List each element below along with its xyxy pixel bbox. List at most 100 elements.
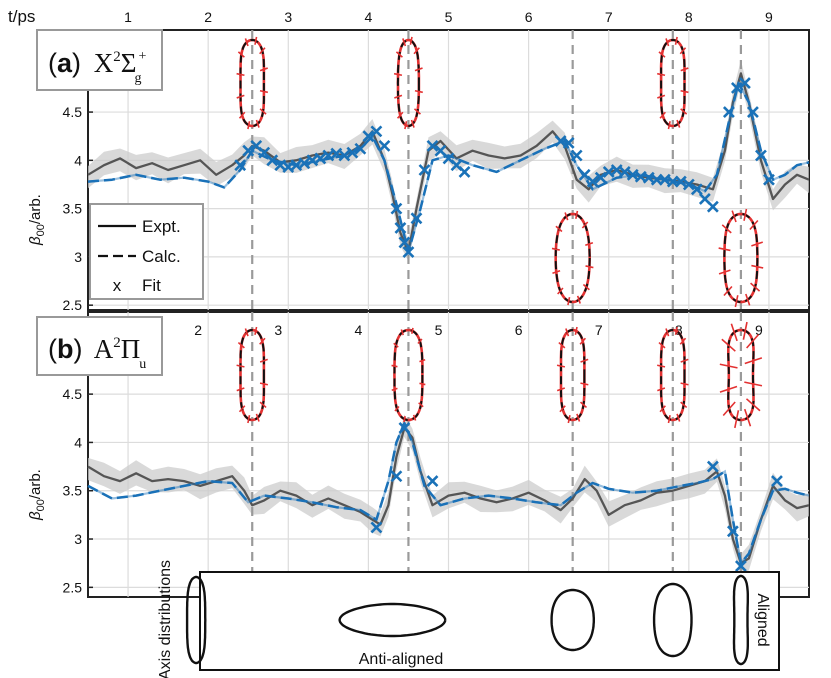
polar-plot-b-1	[236, 326, 269, 424]
legend-fit-label: Fit	[142, 276, 161, 295]
aligned-label: Aligned	[754, 593, 771, 646]
panel-b-x-tick-4: 4	[354, 322, 362, 338]
fit-point-39	[618, 166, 631, 178]
panel-b-label-box	[36, 316, 163, 376]
panel-a-band	[88, 60, 809, 261]
y-tick-4: 4	[74, 152, 82, 168]
panel-b-label: (b) A2Πu	[48, 334, 146, 372]
polar-plot-a-2	[393, 36, 423, 130]
fit-point-53	[738, 77, 751, 90]
axis-distributions-side-label: Axis distributions	[157, 560, 174, 678]
fit-point-46	[674, 175, 687, 188]
top-tick-6: 6	[525, 9, 533, 25]
legend: Expt. Calc. x Fit	[89, 203, 204, 300]
fit-point-1	[370, 521, 383, 534]
legend-fit-marker: x	[113, 276, 122, 295]
top-tick-8: 8	[685, 9, 693, 25]
fit-point-4	[426, 475, 439, 487]
series-fit-curve	[87, 80, 810, 257]
fit-point-56	[763, 173, 775, 186]
panel-b: 2.5 3 3.5 4 4.5 2 3 4 5 6 7 8 9 (b) A2Πu	[36, 311, 810, 598]
fit-point-23	[402, 246, 415, 258]
panel-b-series	[87, 420, 810, 573]
fit-point-50	[706, 200, 719, 213]
y-tick-3: 3	[74, 249, 82, 265]
series-fit-curve	[87, 420, 810, 566]
fit-point-9	[298, 157, 311, 170]
fit-point-15	[346, 146, 359, 159]
top-tick-9: 9	[765, 9, 773, 25]
panel-b-x-tick-3: 3	[274, 322, 282, 338]
y-tick-2.5: 2.5	[63, 297, 83, 313]
distribution-shapes	[185, 574, 749, 666]
fit-point-6	[726, 525, 739, 538]
panel-b-x-tick-6: 6	[515, 322, 523, 338]
y-tick-4: 4	[74, 434, 82, 450]
fit-point-19	[378, 139, 391, 152]
distribution-shape-aligned	[732, 574, 749, 666]
polar-plot-b-3	[556, 326, 589, 424]
y-tick-4.5: 4.5	[63, 386, 83, 402]
panel-b-y-ticks: 2.5 3 3.5 4 4.5	[63, 386, 93, 595]
fit-point-7	[734, 560, 747, 573]
panel-b-x-tick-7: 7	[595, 322, 603, 338]
fit-point-16	[354, 142, 367, 155]
polar-plot-a-4	[551, 210, 594, 306]
polar-plot-b-5	[719, 321, 763, 429]
panel-b-inner-x-ticks: 2 3 4 5 6 7 8 9	[194, 322, 763, 338]
anti-aligned-label: Anti-aligned	[359, 651, 444, 668]
panel-b-x-tick-9: 9	[755, 322, 763, 338]
panel-a-y-label: β00/arb.	[27, 194, 47, 246]
y-tick-3.5: 3.5	[63, 483, 83, 499]
uncertainty-band	[88, 60, 809, 261]
fit-point-5	[706, 460, 719, 473]
fit-point-26	[426, 139, 439, 152]
distribution-shape-anti-aligned	[338, 602, 447, 638]
fit-point-20	[390, 202, 403, 215]
panel-a: 2.5 3 3.5 4 4.5 (a) X2Σ g+ Expt. Calc. x Fit	[36, 29, 810, 313]
fit-point-35	[586, 175, 599, 188]
fit-point-52	[730, 82, 743, 94]
fit-point-3	[398, 422, 411, 434]
fit-point-2	[242, 144, 255, 157]
polar-plot-b-4	[657, 326, 689, 424]
fit-point-22	[398, 236, 411, 249]
top-tick-7: 7	[605, 9, 613, 25]
top-tick-1: 1	[124, 9, 132, 25]
fit-point-51	[722, 106, 735, 118]
fit-point-14	[338, 149, 351, 162]
fit-point-5	[266, 154, 279, 167]
top-tick-5: 5	[445, 9, 453, 25]
panel-a-polar-plots	[236, 36, 764, 308]
fit-point-11	[314, 152, 327, 165]
top-axis-label: t/ps	[8, 7, 35, 26]
polar-plot-a-1	[236, 36, 269, 130]
distribution-shape-1	[185, 575, 207, 665]
panel-a-label-box	[36, 29, 163, 91]
fit-point-55	[755, 149, 767, 162]
fit-point-36	[594, 171, 607, 184]
top-tick-4: 4	[364, 9, 372, 25]
fit-point-2	[390, 470, 403, 483]
polar-plot-a-5	[718, 208, 764, 308]
fit-point-32	[562, 137, 575, 149]
fit-point-33	[570, 149, 583, 162]
fit-point-18	[370, 125, 383, 138]
series-calc-line	[87, 421, 810, 565]
axis-distributions: Axis distributions Aligned Anti-aligned	[157, 560, 780, 678]
panel-b-x-tick-8: 8	[675, 322, 683, 338]
y-tick-3: 3	[74, 531, 82, 547]
fit-point-1	[234, 159, 247, 172]
panel-b-reference-lines	[251, 312, 743, 597]
top-axis-ticks: 1 2 3 4 5 6 7 8 9	[124, 9, 773, 25]
distribution-shape-4	[652, 582, 693, 658]
y-tick-4.5: 4.5	[63, 104, 83, 120]
panel-a-series	[87, 72, 810, 258]
fit-point-47	[682, 178, 695, 191]
panel-a-label: (a) X2Σ g+	[48, 48, 147, 86]
fit-point-24	[410, 212, 423, 225]
panel-b-grid	[88, 312, 809, 597]
fit-point-48	[690, 183, 703, 196]
polar-plot-a-3	[657, 36, 689, 130]
